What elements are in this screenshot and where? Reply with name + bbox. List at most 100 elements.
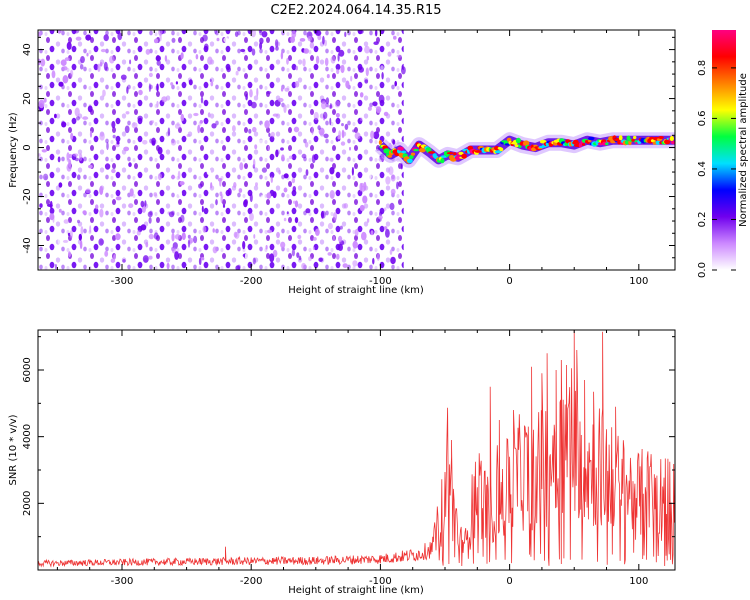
noise-speckle	[345, 80, 350, 89]
noise-speckle	[156, 100, 159, 108]
noise-speckle	[155, 55, 161, 62]
noise-speckle	[159, 33, 162, 42]
noise-speckle	[375, 30, 378, 37]
noise-speckle	[336, 68, 340, 75]
noise-speckle	[388, 166, 394, 176]
noise-speckle	[207, 56, 213, 65]
noise-speckle	[323, 111, 328, 119]
noise-speckle	[320, 210, 326, 219]
noise-speckle	[351, 166, 354, 176]
noise-speckle	[110, 258, 116, 263]
noise-speckle	[372, 101, 378, 107]
noise-speckle	[138, 89, 143, 96]
noise-speckle	[390, 174, 396, 182]
noise-speckle	[197, 124, 201, 134]
noise-speckle	[321, 101, 327, 110]
noise-speckle	[58, 182, 63, 188]
signal-cell	[440, 158, 445, 164]
noise-speckle	[248, 128, 252, 134]
noise-speckle	[89, 130, 93, 138]
noise-speckle	[126, 86, 129, 94]
noise-speckle	[68, 251, 71, 258]
y-tick-label: 2000	[22, 491, 33, 516]
y-tick-label: 0	[22, 144, 33, 150]
noise-speckle	[329, 190, 335, 199]
noise-speckle	[212, 228, 215, 233]
noise-speckle	[344, 123, 349, 130]
noise-speckle	[193, 112, 199, 117]
x-tick-label: 100	[629, 276, 648, 287]
noise-speckle	[392, 139, 396, 145]
signal-cell	[669, 135, 675, 142]
noise-speckle	[104, 163, 111, 170]
noise-speckle	[291, 30, 297, 38]
noise-speckle	[251, 48, 256, 56]
noise-speckle	[54, 113, 57, 119]
noise-speckle	[329, 117, 332, 126]
noise-speckle	[79, 240, 83, 250]
noise-speckle	[66, 152, 70, 161]
noise-speckle	[307, 35, 312, 42]
noise-speckle	[57, 30, 62, 34]
top-y-axis: -40 -20 0 20 40	[22, 36, 675, 271]
noise-speckle	[104, 250, 109, 257]
y-tick-label: -40	[22, 237, 33, 253]
noise-speckle	[334, 100, 341, 108]
noise-speckle	[278, 169, 281, 175]
noise-speckle	[198, 257, 202, 266]
noise-speckle	[329, 157, 334, 162]
noise-speckle	[283, 217, 287, 222]
noise-speckle	[275, 149, 279, 158]
noise-speckle	[202, 34, 208, 42]
signal-cell	[410, 152, 416, 156]
noise-speckle	[174, 123, 181, 129]
noise-speckle	[361, 231, 367, 241]
noise-speckle	[89, 225, 92, 233]
noise-speckle	[72, 153, 79, 157]
noise-speckle	[161, 96, 168, 103]
noise-speckle	[116, 141, 120, 145]
noise-speckle	[312, 237, 317, 241]
noise-speckle	[62, 75, 69, 84]
noise-speckle	[58, 208, 62, 213]
noise-speckle	[280, 87, 284, 92]
noise-speckle	[193, 235, 198, 244]
noise-speckle	[200, 257, 205, 261]
signal-cell	[401, 150, 407, 154]
noise-speckle	[362, 195, 368, 204]
signal-cell	[655, 140, 661, 145]
noise-speckle	[148, 233, 154, 240]
noise-speckle	[232, 125, 236, 132]
snr-series-line	[38, 330, 675, 568]
noise-speckle	[52, 216, 55, 223]
noise-speckle	[63, 144, 68, 152]
noise-speckle	[266, 229, 273, 234]
noise-speckle	[103, 61, 108, 71]
signal-cell	[397, 146, 404, 151]
noise-speckle	[350, 75, 353, 82]
noise-speckle	[352, 260, 358, 267]
bottom-y-axis-label: SNR (10 * v/v)	[8, 414, 19, 485]
noise-speckle	[151, 137, 156, 145]
noise-speckle	[188, 79, 193, 86]
noise-speckle	[252, 257, 256, 265]
noise-speckle	[352, 240, 358, 249]
noise-speckle	[106, 142, 109, 151]
noise-speckle	[115, 233, 121, 241]
top-y-axis-label: Frequency (Hz)	[8, 112, 19, 188]
signal-cell	[664, 139, 671, 145]
noise-speckle	[222, 204, 226, 208]
y-tick-label: 4000	[22, 424, 33, 449]
noise-speckle	[167, 127, 171, 136]
noise-speckle	[340, 64, 345, 74]
noise-speckle	[223, 37, 229, 43]
noise-speckle	[77, 219, 80, 224]
noise-speckle	[304, 141, 309, 148]
noise-speckle	[210, 182, 213, 189]
noise-speckle	[153, 192, 158, 197]
signal-cell	[446, 152, 454, 155]
noise-speckle	[120, 74, 127, 80]
noise-speckle	[359, 204, 365, 212]
noise-speckle	[260, 195, 265, 201]
noise-speckle	[283, 173, 289, 179]
